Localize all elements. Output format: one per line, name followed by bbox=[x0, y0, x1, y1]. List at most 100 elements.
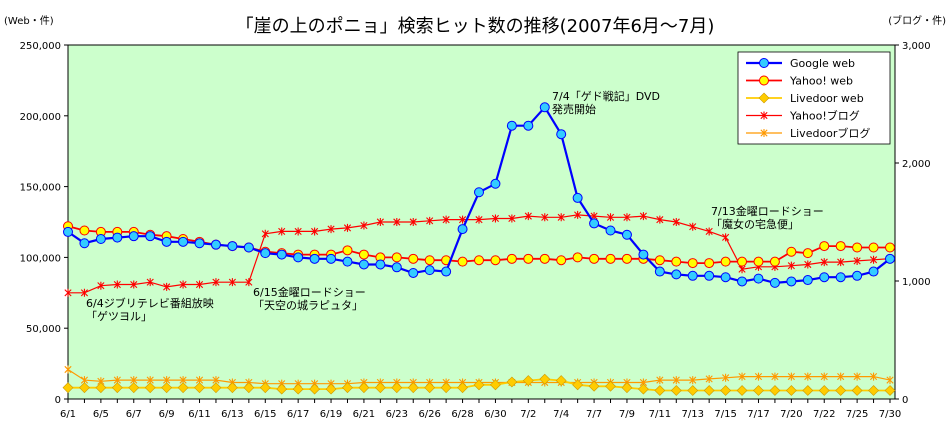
series-1-point bbox=[391, 252, 402, 263]
series-0-point bbox=[605, 225, 616, 236]
left-axis-ticks: 0 50,000 100,000 150,000 200,000 250,000 bbox=[20, 41, 68, 406]
series-3-point bbox=[837, 258, 845, 267]
series-3-point bbox=[869, 255, 878, 264]
series-0-point bbox=[342, 256, 353, 267]
series-3-point bbox=[245, 278, 253, 287]
series-2-point bbox=[210, 382, 222, 394]
series-3-point bbox=[804, 260, 812, 269]
x-tick-label: 6/7 bbox=[126, 409, 142, 420]
right-axis-unit: (ブログ・件) bbox=[888, 14, 946, 27]
series-3-point bbox=[278, 227, 286, 236]
series-1-point bbox=[802, 248, 813, 259]
series-2-point bbox=[424, 382, 436, 394]
series-0-point bbox=[506, 120, 517, 131]
legend: Google web Yahoo! web Livedoor web Yahoo!ブロ… bbox=[737, 51, 891, 145]
series-3-point bbox=[146, 278, 154, 287]
series-0-point bbox=[293, 252, 304, 263]
series-2-point bbox=[374, 382, 386, 394]
series-1-point bbox=[474, 255, 484, 266]
x-tick-label: 7/22 bbox=[813, 409, 835, 420]
series-0-point bbox=[802, 275, 813, 286]
annotation-text: 「ゲツヨル」 bbox=[86, 310, 152, 323]
x-tick-label: 7/20 bbox=[780, 409, 802, 420]
x-tick-label: 6/17 bbox=[287, 409, 309, 420]
series-1-point bbox=[408, 253, 419, 264]
x-tick-label: 6/21 bbox=[353, 409, 375, 420]
x-tick-label: 7/9 bbox=[619, 409, 635, 420]
legend-label: Livedoor web bbox=[790, 92, 864, 105]
series-1-point bbox=[424, 255, 435, 266]
series-3-point bbox=[376, 218, 384, 226]
x-tick-label: 7/13 bbox=[681, 409, 703, 420]
series-2-point bbox=[884, 385, 896, 396]
series-2-point bbox=[243, 382, 255, 394]
series-4-point bbox=[837, 372, 845, 381]
series-2 bbox=[62, 373, 896, 396]
series-3-point bbox=[327, 225, 335, 234]
series-0-point bbox=[79, 238, 90, 249]
series-1-point bbox=[572, 252, 583, 263]
series-3-point bbox=[130, 280, 138, 289]
legend-marker bbox=[759, 58, 769, 68]
series-0-point bbox=[424, 265, 435, 276]
series-3-point bbox=[508, 214, 516, 223]
series-2-point bbox=[818, 385, 830, 396]
series-0-point bbox=[868, 266, 879, 277]
x-tick-label: 7/2 bbox=[520, 409, 536, 420]
series-2-point bbox=[637, 383, 649, 395]
right-tick-label: 0 bbox=[902, 395, 908, 406]
series-1-point bbox=[490, 255, 501, 266]
series-3-point bbox=[343, 223, 352, 232]
series-0-point bbox=[572, 192, 583, 203]
series-3-point bbox=[442, 215, 450, 224]
series-0-point bbox=[786, 276, 797, 287]
series-0-point bbox=[671, 269, 682, 280]
series-3-point bbox=[97, 281, 105, 290]
series-3-point bbox=[639, 212, 647, 221]
series-4-point bbox=[672, 376, 680, 385]
series-4-point bbox=[64, 365, 72, 374]
series-3-point bbox=[360, 221, 368, 230]
legend-marker bbox=[760, 129, 768, 137]
series-0-point bbox=[457, 224, 468, 235]
series-0-point bbox=[408, 267, 419, 278]
series-0-point bbox=[391, 262, 402, 273]
series-2-point bbox=[769, 385, 781, 396]
series-4-point bbox=[689, 376, 697, 385]
x-tick-label: 6/28 bbox=[451, 409, 473, 420]
series-0-point bbox=[539, 102, 550, 113]
series-2-point bbox=[654, 385, 666, 396]
series-1-point bbox=[342, 245, 353, 256]
right-tick-label: 1,000 bbox=[902, 277, 931, 288]
series-1-point bbox=[589, 253, 600, 264]
series-4-point bbox=[820, 372, 828, 381]
series-3-point bbox=[426, 216, 434, 225]
x-tick-label: 7/7 bbox=[586, 409, 602, 420]
series-3-point bbox=[409, 218, 417, 226]
series-0-point bbox=[621, 229, 632, 240]
legend-item-3: Yahoo!ブログ bbox=[746, 109, 860, 123]
legend-label: Livedoorブログ bbox=[790, 126, 870, 140]
series-0-point bbox=[243, 242, 254, 253]
series-0-point bbox=[753, 273, 764, 284]
series-2-point bbox=[670, 385, 682, 396]
series-1-point bbox=[786, 246, 797, 257]
series-2-point bbox=[588, 380, 600, 392]
series-2-point bbox=[144, 382, 156, 394]
left-tick-label: 200,000 bbox=[20, 112, 61, 123]
series-2-point bbox=[276, 383, 288, 395]
series-2-point bbox=[325, 383, 337, 395]
series-0-point bbox=[112, 232, 123, 243]
series-3-point bbox=[311, 227, 319, 236]
series-0-point bbox=[227, 241, 238, 252]
left-tick-label: 100,000 bbox=[20, 253, 61, 264]
left-tick-label: 150,000 bbox=[20, 183, 61, 194]
series-3-point bbox=[261, 229, 269, 238]
x-tick-label: 6/11 bbox=[188, 409, 210, 420]
legend-marker bbox=[759, 75, 769, 86]
chart-title: 「崖の上のポニョ」検索ヒット数の推移(2007年6月〜7月) bbox=[236, 16, 715, 37]
series-0-point bbox=[720, 272, 731, 283]
series-1-point bbox=[868, 242, 879, 253]
series-0-point bbox=[523, 120, 534, 131]
